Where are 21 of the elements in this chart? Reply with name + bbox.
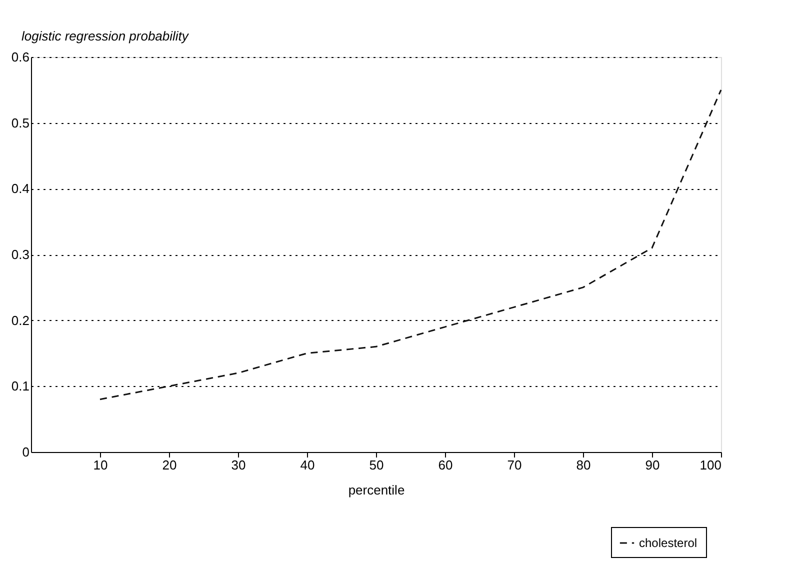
y-tick-label: 0.6 bbox=[11, 50, 30, 64]
x-tick-label: 80 bbox=[576, 458, 591, 472]
y-tick-label: 0 bbox=[22, 444, 30, 460]
x-tick-label: 10 bbox=[93, 458, 108, 472]
y-tick-label: 0.4 bbox=[11, 181, 30, 196]
y-tick-label: 0.2 bbox=[11, 312, 30, 328]
x-tick-label: 20 bbox=[162, 458, 177, 472]
y-tick-label: 0.5 bbox=[11, 115, 30, 130]
x-tick-label: 50 bbox=[369, 458, 384, 472]
line-series bbox=[99, 89, 722, 400]
x-tick-label: 70 bbox=[507, 458, 522, 472]
y-axis-title: logistic regression probability bbox=[22, 28, 190, 44]
x-tick-label: 90 bbox=[645, 458, 660, 472]
x-tick-label: 60 bbox=[438, 458, 453, 472]
x-tick-label: 40 bbox=[300, 458, 315, 472]
y-tick-label: 0.3 bbox=[11, 247, 30, 262]
x-axis-title: percentile bbox=[348, 482, 405, 498]
x-tick-label: 100 bbox=[700, 458, 722, 472]
y-tick-label: 0.1 bbox=[11, 378, 30, 394]
legend-label: cholesterol bbox=[639, 536, 698, 550]
x-tick-label: 30 bbox=[231, 458, 246, 472]
